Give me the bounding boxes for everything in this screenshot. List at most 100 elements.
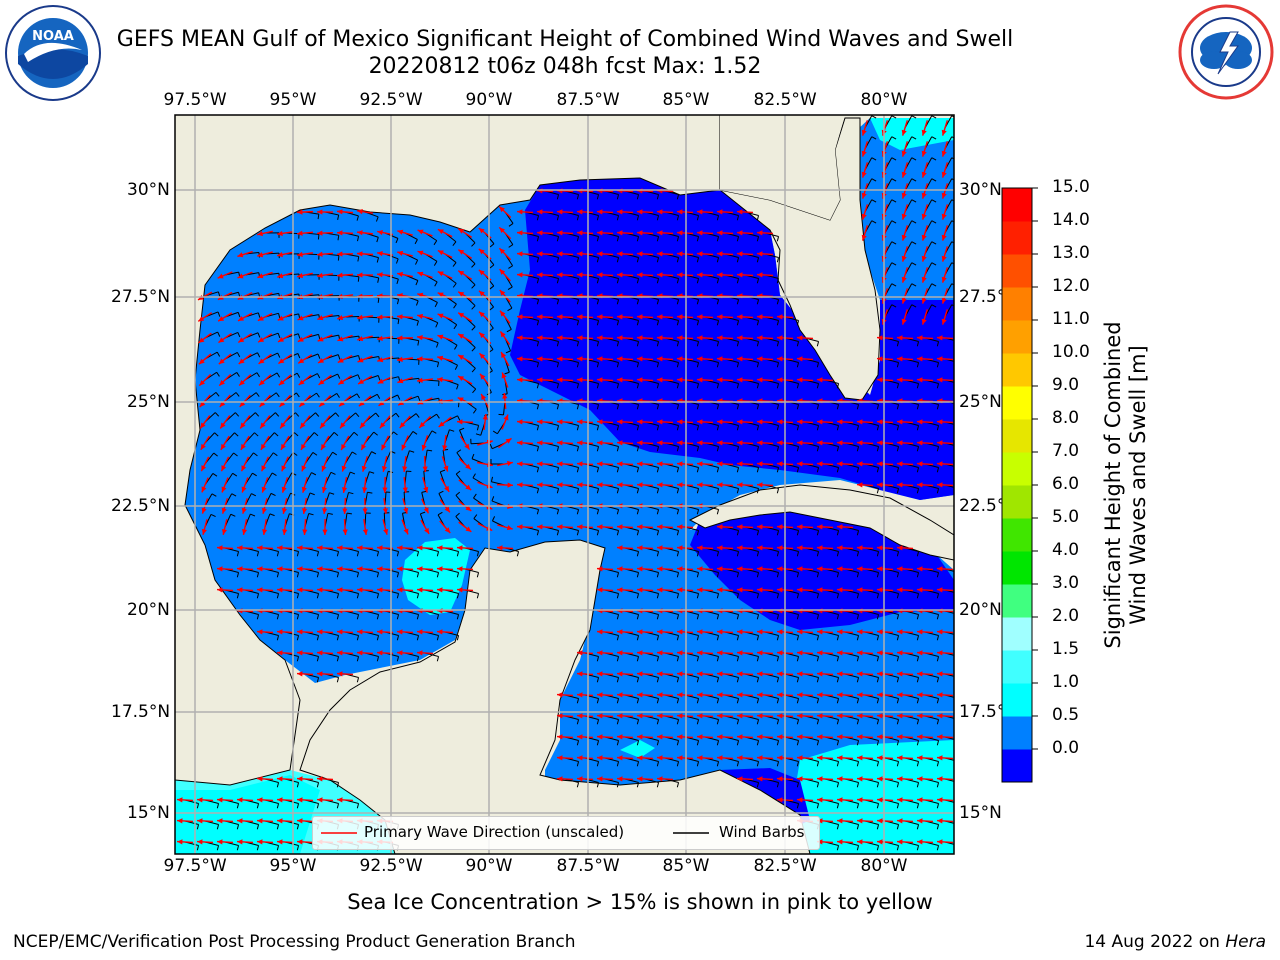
wave-direction-arrow xyxy=(616,692,634,698)
wave-direction-arrow xyxy=(796,692,814,698)
wave-direction-arrow xyxy=(296,251,314,257)
wave-direction-arrow xyxy=(816,377,834,383)
wave-direction-arrow xyxy=(259,415,271,429)
wave-direction-arrow xyxy=(636,587,654,593)
wave-direction-arrow xyxy=(921,141,929,157)
wave-direction-arrow xyxy=(276,818,294,824)
wave-direction-arrow xyxy=(298,394,312,408)
wave-direction-arrow xyxy=(656,545,674,551)
wave-direction-arrow xyxy=(916,755,934,761)
wave-direction-arrow xyxy=(636,335,654,341)
colorbar-segment xyxy=(1002,287,1032,321)
wave-direction-arrow xyxy=(300,435,310,451)
wave-direction-arrow xyxy=(656,776,674,782)
wave-direction-arrow xyxy=(196,797,214,803)
wave-direction-arrow xyxy=(636,482,654,488)
wave-direction-arrow xyxy=(836,671,854,677)
wave-direction-arrow xyxy=(458,521,472,533)
wave-direction-arrow xyxy=(240,435,250,451)
wave-direction-arrow xyxy=(876,755,894,761)
wave-direction-arrow xyxy=(716,335,734,341)
wave-direction-arrow xyxy=(216,839,234,845)
wave-direction-arrow xyxy=(796,419,814,425)
colorbar-tick-label: 1.0 xyxy=(1052,672,1080,692)
wave-direction-arrow xyxy=(281,456,289,472)
wave-direction-arrow xyxy=(676,650,694,656)
wave-direction-arrow xyxy=(716,377,734,383)
wave-direction-arrow xyxy=(916,461,934,467)
wave-direction-arrow xyxy=(336,650,354,656)
wave-direction-arrow xyxy=(716,650,734,656)
wave-direction-arrow xyxy=(921,162,929,178)
wave-direction-arrow xyxy=(341,456,349,472)
wave-direction-arrow xyxy=(336,587,354,593)
wave-direction-arrow xyxy=(696,335,714,341)
wave-direction-arrow xyxy=(756,566,774,572)
wave-direction-arrow xyxy=(236,545,254,551)
wave-direction-arrow xyxy=(736,587,754,593)
wave-direction-arrow xyxy=(936,461,954,467)
wave-direction-arrow xyxy=(941,183,949,199)
wave-direction-arrow xyxy=(536,335,554,341)
wave-direction-arrow xyxy=(196,839,214,845)
wave-direction-arrow xyxy=(220,435,230,451)
colorbar-segment xyxy=(1002,584,1032,618)
wave-direction-arrow xyxy=(596,692,614,698)
wave-direction-arrow xyxy=(241,519,248,535)
wave-direction-arrow xyxy=(696,419,714,425)
wave-direction-arrow xyxy=(576,776,594,782)
wave-direction-arrow xyxy=(439,520,451,534)
wave-direction-arrow xyxy=(696,734,714,740)
wave-direction-arrow xyxy=(921,120,929,136)
wave-direction-arrow xyxy=(876,713,894,719)
wave-direction-arrow xyxy=(736,545,754,551)
wave-direction-arrow xyxy=(736,356,754,362)
wave-direction-arrow xyxy=(716,734,734,740)
wave-direction-arrow xyxy=(556,755,574,761)
wave-direction-arrow xyxy=(916,482,934,488)
wave-direction-arrow xyxy=(382,519,389,535)
wave-direction-arrow xyxy=(297,354,313,364)
wave-direction-arrow xyxy=(696,566,714,572)
us-east-land xyxy=(720,115,845,220)
wave-direction-arrow xyxy=(278,353,292,365)
wave-direction-arrow xyxy=(301,456,309,472)
lon-label-top: 92.5°W xyxy=(359,90,423,110)
wave-direction-arrow xyxy=(596,335,614,341)
wave-direction-arrow xyxy=(596,377,614,383)
wave-direction-arrow xyxy=(457,333,473,343)
wave-direction-arrow xyxy=(316,272,334,278)
wave-direction-arrow xyxy=(497,524,513,531)
wave-direction-arrow xyxy=(756,755,774,761)
wave-direction-arrow xyxy=(596,272,614,278)
wave-direction-arrow xyxy=(836,440,854,446)
wave-direction-arrow xyxy=(436,377,454,383)
wave-direction-arrow xyxy=(636,671,654,677)
wave-direction-arrow xyxy=(556,419,574,425)
wave-direction-arrow xyxy=(901,162,909,178)
wave-direction-arrow xyxy=(836,629,854,635)
wave-direction-arrow xyxy=(616,251,634,257)
wave-direction-arrow xyxy=(901,204,909,220)
wave-direction-arrow xyxy=(596,482,614,488)
wave-direction-arrow xyxy=(616,734,634,740)
wave-direction-arrow xyxy=(576,734,594,740)
wave-direction-arrow xyxy=(362,518,368,536)
wave-direction-arrow xyxy=(236,566,254,572)
wave-direction-arrow xyxy=(436,545,454,551)
wave-direction-arrow xyxy=(397,250,413,257)
wave-direction-arrow xyxy=(936,335,954,341)
wave-direction-arrow xyxy=(836,545,854,551)
lon-label-bottom: 85°W xyxy=(662,856,710,876)
wave-direction-arrow xyxy=(636,419,654,425)
wave-direction-arrow xyxy=(896,818,914,824)
wave-direction-arrow xyxy=(756,713,774,719)
wave-direction-arrow xyxy=(921,288,929,304)
wave-direction-arrow xyxy=(696,230,714,236)
wave-direction-arrow xyxy=(676,566,694,572)
wave-direction-arrow xyxy=(876,482,894,488)
wave-direction-arrow xyxy=(676,713,694,719)
wave-direction-arrow xyxy=(237,250,253,258)
wave-direction-legend-icon xyxy=(321,832,357,834)
wave-direction-arrow xyxy=(516,230,534,236)
